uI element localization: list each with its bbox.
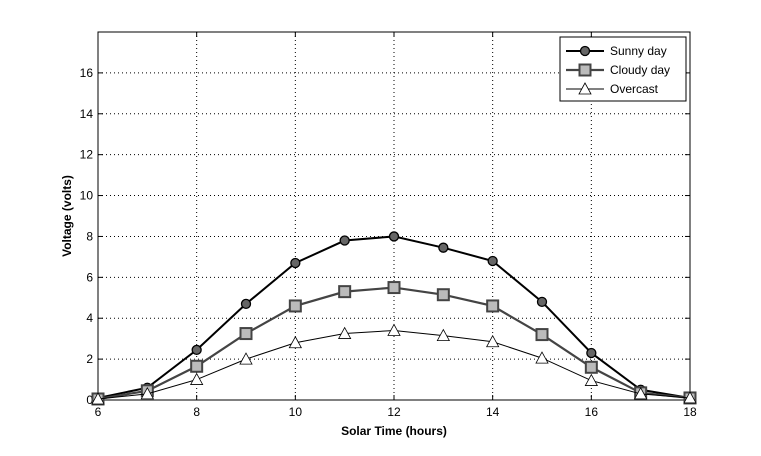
data-point-triangle (189, 372, 204, 385)
legend-item: Sunny day (566, 44, 667, 58)
x-tick-label: 6 (95, 405, 102, 419)
data-point-square (578, 63, 592, 77)
data-point-circle (536, 296, 548, 308)
x-tick-label: 16 (585, 405, 599, 419)
data-point-triangle (584, 373, 599, 386)
grid (98, 32, 690, 400)
legend-label: Overcast (610, 82, 659, 96)
data-point-triangle (535, 351, 549, 364)
data-point-triangle (436, 328, 451, 342)
data-point-triangle (633, 387, 648, 400)
legend-label: Sunny day (610, 44, 667, 58)
data-point-triangle (140, 387, 155, 400)
x-tick-label: 8 (193, 405, 200, 419)
legend-item: Cloudy day (566, 63, 670, 77)
y-tick-label: 16 (80, 66, 94, 80)
data-point-circle (487, 255, 498, 267)
y-tick-label: 6 (86, 270, 93, 284)
data-point-circle (579, 45, 591, 57)
data-point-triangle (288, 335, 303, 349)
data-point-square (190, 359, 204, 373)
y-tick-label: 14 (80, 107, 94, 121)
data-point-circle (586, 347, 597, 359)
series-group (91, 231, 697, 406)
x-tick-label: 10 (289, 405, 303, 419)
axis-ticks: 6 8 10 12 14 16 18 0 2 4 6 8 10 12 14 16 (80, 32, 697, 419)
legend-label: Cloudy day (610, 63, 670, 77)
data-point-square (436, 288, 450, 302)
data-point-square (239, 327, 253, 341)
data-point-circle (438, 242, 449, 253)
y-tick-label: 4 (86, 311, 93, 325)
data-point-circle (191, 344, 202, 356)
data-point-square (584, 360, 598, 374)
y-axis-label: Voltage (volts) (60, 175, 74, 257)
data-point-circle (240, 298, 252, 310)
data-point-square (535, 328, 549, 342)
data-point-circle (290, 257, 301, 269)
y-tick-label: 12 (80, 148, 94, 162)
data-point-square (338, 285, 352, 299)
x-tick-label: 12 (387, 405, 401, 419)
x-tick-label: 14 (486, 405, 500, 419)
data-point-triangle (387, 323, 401, 336)
legend-item: Overcast (566, 82, 659, 96)
y-tick-label: 8 (86, 229, 93, 243)
data-point-triangle (578, 82, 592, 95)
series-overcast (91, 323, 697, 405)
data-point-triangle (485, 334, 500, 348)
x-tick-label: 18 (683, 405, 697, 419)
x-axis-label: Solar Time (hours) (341, 424, 447, 438)
data-point-square (486, 299, 500, 313)
data-point-triangle (683, 391, 697, 404)
data-point-triangle (239, 352, 253, 365)
data-point-triangle (337, 326, 352, 339)
data-point-square (288, 299, 302, 313)
y-tick-label: 10 (80, 189, 94, 203)
data-point-circle (388, 231, 400, 242)
y-tick-label: 2 (86, 352, 93, 366)
data-point-triangle (91, 392, 105, 405)
y-tick-label: 0 (86, 393, 93, 407)
data-point-square (387, 281, 401, 295)
data-point-circle (339, 235, 350, 246)
legend: Sunny day Cloudy day Overcast (559, 36, 687, 102)
